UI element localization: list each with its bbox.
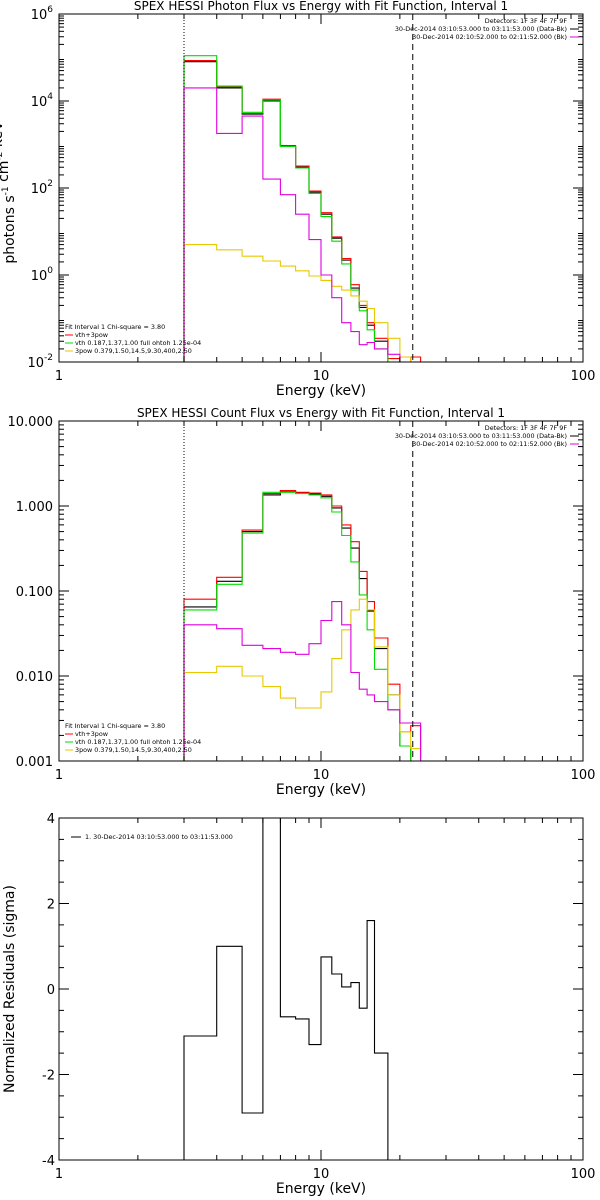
y-axis-label-part: cm (0, 161, 12, 187)
legend-line: 3pow 0.379,1.50,14.5,9.30,400,2.50 (75, 746, 192, 754)
series-line-bk (183, 489, 426, 761)
info-line: 30-Dec-2014 02:10:52.000 to 02:11:52.000… (412, 440, 567, 448)
y-tick-base: 10 (31, 8, 48, 23)
y-axis-label: photons s-1 cm-2 keV-1 (0, 112, 18, 263)
chart-panel-3: 1 10 100 Energy (keV) -4 -2 0 2 4 Normalized Resi… (2, 812, 595, 1197)
y-tick-exponent: 2 (47, 179, 53, 189)
y-tick-label: 2 (47, 898, 55, 913)
series-group (183, 489, 426, 761)
info-line: Detectors: 1F 3F 4F 7F 9F (485, 17, 568, 25)
info-line: Detectors: 1F 3F 4F 7F 9F (485, 424, 568, 432)
y-tick-label: 10-2 (27, 353, 53, 371)
series-line-data (183, 818, 411, 1160)
axes-frame (58, 13, 584, 363)
y-axis-label-exponent: -1 (1, 186, 11, 195)
info-line: 30-Dec-2014 03:10:53.000 to 03:11:53.000… (395, 432, 567, 440)
y-tick-exponent: 4 (47, 92, 53, 102)
y-tick-label: 102 (31, 179, 53, 197)
y-tick-label: 1.000 (16, 500, 53, 515)
series-line-fit (183, 598, 426, 761)
legend-line: vth 0.187,1.37,1.00 full ohtoh 1.25e-04 (75, 738, 201, 746)
y-tick-base: 10 (31, 182, 48, 197)
y-tick-exponent: 0 (47, 266, 53, 276)
info-line: 30-Dec-2014 03:10:53.000 to 03:11:53.000… (395, 25, 567, 33)
series-line-bk (183, 60, 426, 362)
y-tick-base: 10 (31, 95, 48, 110)
legend-line: Fit Interval 1 Chi-square = 3.80 (65, 722, 165, 730)
series-line-vth (183, 491, 426, 761)
x-tick-label: 10 (313, 768, 330, 783)
y-axis-label: Normalized Residuals (sigma) (2, 885, 18, 1093)
chart-title: SPEX HESSI Photon Flux vs Energy with Fi… (134, 0, 508, 13)
series-group (183, 818, 411, 1160)
y-tick-label: 10.000 (8, 415, 54, 430)
y-tick-label: 0.001 (16, 755, 53, 770)
y-tick-base: 10 (31, 269, 48, 284)
y-tick-label: 0.010 (16, 670, 53, 685)
y-tick-label: -2 (42, 1069, 55, 1084)
x-axis-label: Energy (keV) (276, 383, 366, 399)
x-tick-label: 10 (313, 1167, 330, 1182)
y-axis-label-part: photons (2, 207, 18, 264)
y-tick-base: 10 (27, 356, 44, 371)
y-axis-label-exponent: -2 (0, 152, 5, 161)
x-axis-label: Energy (keV) (276, 782, 366, 798)
y-tick-label: 106 (31, 5, 54, 23)
x-tick-label: 100 (571, 1167, 596, 1182)
series-group (183, 55, 426, 362)
x-tick-label: 100 (571, 768, 596, 783)
axes-frame (58, 420, 584, 762)
y-tick-label: 0.100 (16, 585, 53, 600)
y-axis-label-part: keV (0, 121, 6, 152)
chart-panel-1: SPEX HESSI Photon Flux vs Energy with Fi… (0, 0, 595, 399)
x-tick-label: 1 (55, 369, 63, 384)
info-line: 30-Dec-2014 02:10:52.000 to 02:11:52.000… (412, 33, 567, 41)
series-line-dim (183, 601, 426, 761)
x-tick-label: 100 (571, 369, 596, 384)
x-tick-label: 10 (313, 369, 330, 384)
legend-line: vth+3pow (75, 331, 108, 339)
y-tick-exponent: 6 (47, 5, 53, 15)
series-line-vth (183, 55, 426, 362)
series-line-data (183, 490, 426, 761)
y-tick-label: 0 (47, 983, 55, 998)
legend-line: vth 0.187,1.37,1.00 full ohtoh 1.25e-04 (75, 339, 201, 347)
y-tick-exponent: -2 (44, 353, 53, 363)
legend-line: vth+3pow (75, 730, 108, 738)
y-tick-label: 100 (31, 266, 54, 284)
x-tick-label: 1 (55, 1167, 63, 1182)
legend-line: 3pow 0.379,1.50,14.5,9.30,400,2.50 (75, 347, 192, 355)
x-axis-label: Energy (keV) (276, 1181, 366, 1197)
series-line-data (183, 61, 426, 362)
series-line-fit (183, 244, 426, 362)
chart-panel-2: SPEX HESSI Count Flux vs Energy with Fit… (8, 406, 596, 798)
y-tick-label: 104 (31, 92, 54, 110)
chart-title: SPEX HESSI Count Flux vs Energy with Fit… (137, 406, 505, 420)
y-tick-label: 4 (47, 812, 55, 827)
series-line-dim (183, 87, 426, 362)
y-axis-label-part: s (2, 195, 18, 207)
y-tick-label: -4 (42, 1154, 55, 1169)
legend-line: Fit Interval 1 Chi-square = 3.80 (65, 323, 165, 331)
legend-line: 1. 30-Dec-2014 03:10:53.000 to 03:11:53.… (85, 833, 233, 841)
x-tick-label: 1 (55, 768, 63, 783)
